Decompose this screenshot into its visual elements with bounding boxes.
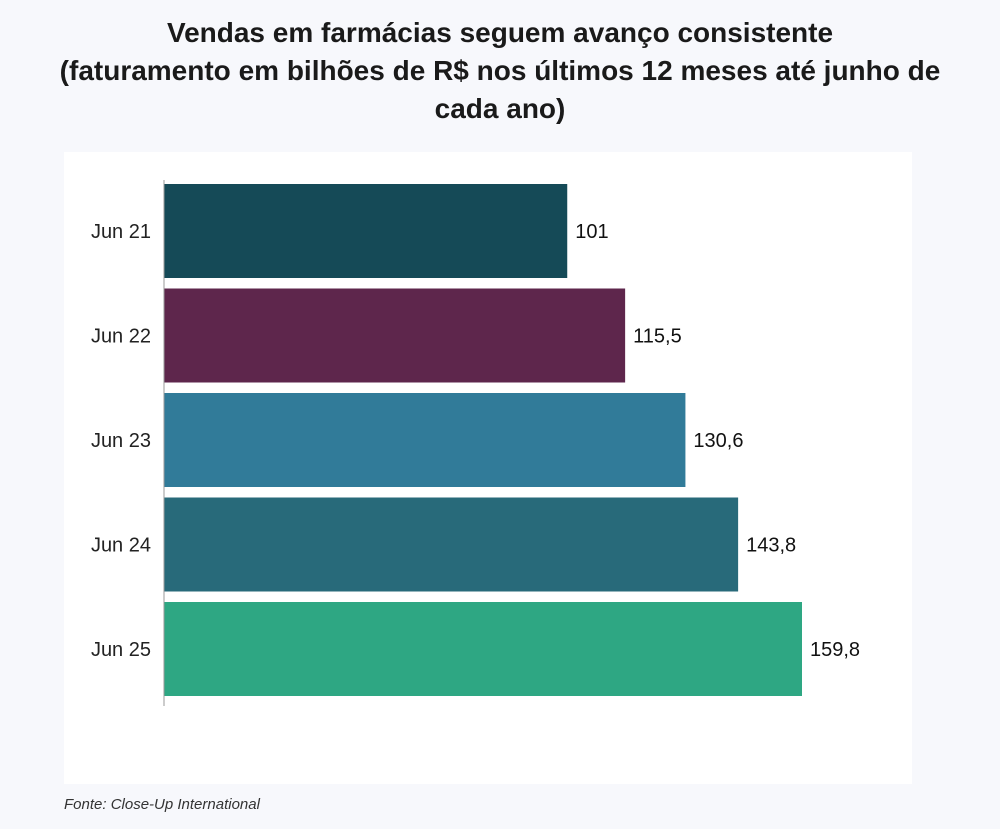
title-line-1: Vendas em farmácias seguem avanço consis… <box>166 17 834 48</box>
value-label: 143,8 <box>746 535 796 557</box>
bar-jun-24 <box>164 497 739 592</box>
category-label: Jun 24 <box>91 535 151 557</box>
category-label: Jun 21 <box>91 221 151 243</box>
category-label: Jun 25 <box>91 639 151 661</box>
title-line-2: (faturamento em bilhões de R$ nos último… <box>59 55 941 86</box>
category-label: Jun 23 <box>91 430 151 452</box>
title-line-3: cada ano) <box>434 93 566 124</box>
value-label: 130,6 <box>693 430 743 452</box>
bar-jun-21 <box>164 184 568 278</box>
value-label: 101 <box>575 221 608 243</box>
value-label: 115,5 <box>633 326 682 348</box>
chart-title: Vendas em farmácias seguem avanço consis… <box>0 14 1000 128</box>
source-note: Fonte: Close-Up International <box>64 796 260 813</box>
bar-jun-25 <box>164 602 802 696</box>
value-label: 159,8 <box>810 639 860 661</box>
category-label: Jun 22 <box>91 326 151 348</box>
bar-jun-22 <box>164 288 626 383</box>
bar-jun-23 <box>164 393 686 487</box>
